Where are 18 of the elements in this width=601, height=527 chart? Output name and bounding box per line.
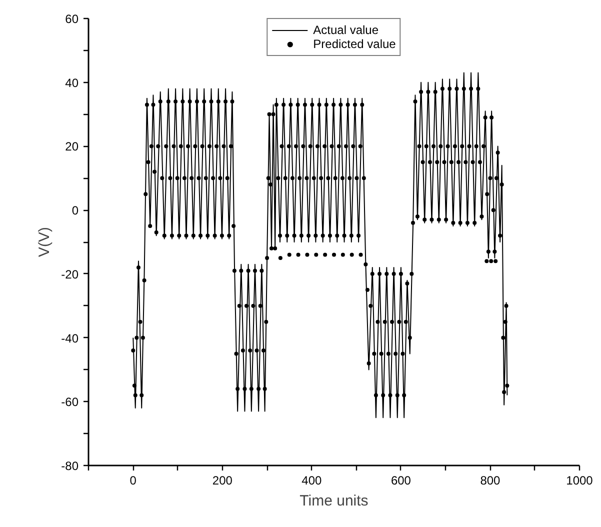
y-tick-label: 60 [65, 12, 79, 26]
y-axis-title: V(V) [36, 226, 54, 257]
x-axis-title: Time units [300, 492, 368, 510]
legend-label: Actual value [313, 23, 379, 37]
legend-label: Predicted value [313, 37, 396, 51]
y-tick-label: -40 [61, 331, 79, 346]
y-tick-label: -60 [61, 395, 79, 410]
x-tick-label: 600 [390, 474, 412, 488]
x-tick-label: 400 [302, 474, 322, 488]
x-tick-label: 200 [212, 474, 233, 488]
x-tick-label: 1000 [566, 474, 594, 488]
y-tick-label: 0 [72, 204, 79, 218]
y-tick-label: -20 [61, 267, 79, 282]
y-tick-label: -80 [61, 459, 79, 473]
y-tick-label: 40 [65, 76, 79, 90]
x-tick-label: 800 [480, 474, 501, 488]
x-tick-label: 0 [130, 474, 137, 488]
y-tick-label: 20 [65, 140, 79, 154]
